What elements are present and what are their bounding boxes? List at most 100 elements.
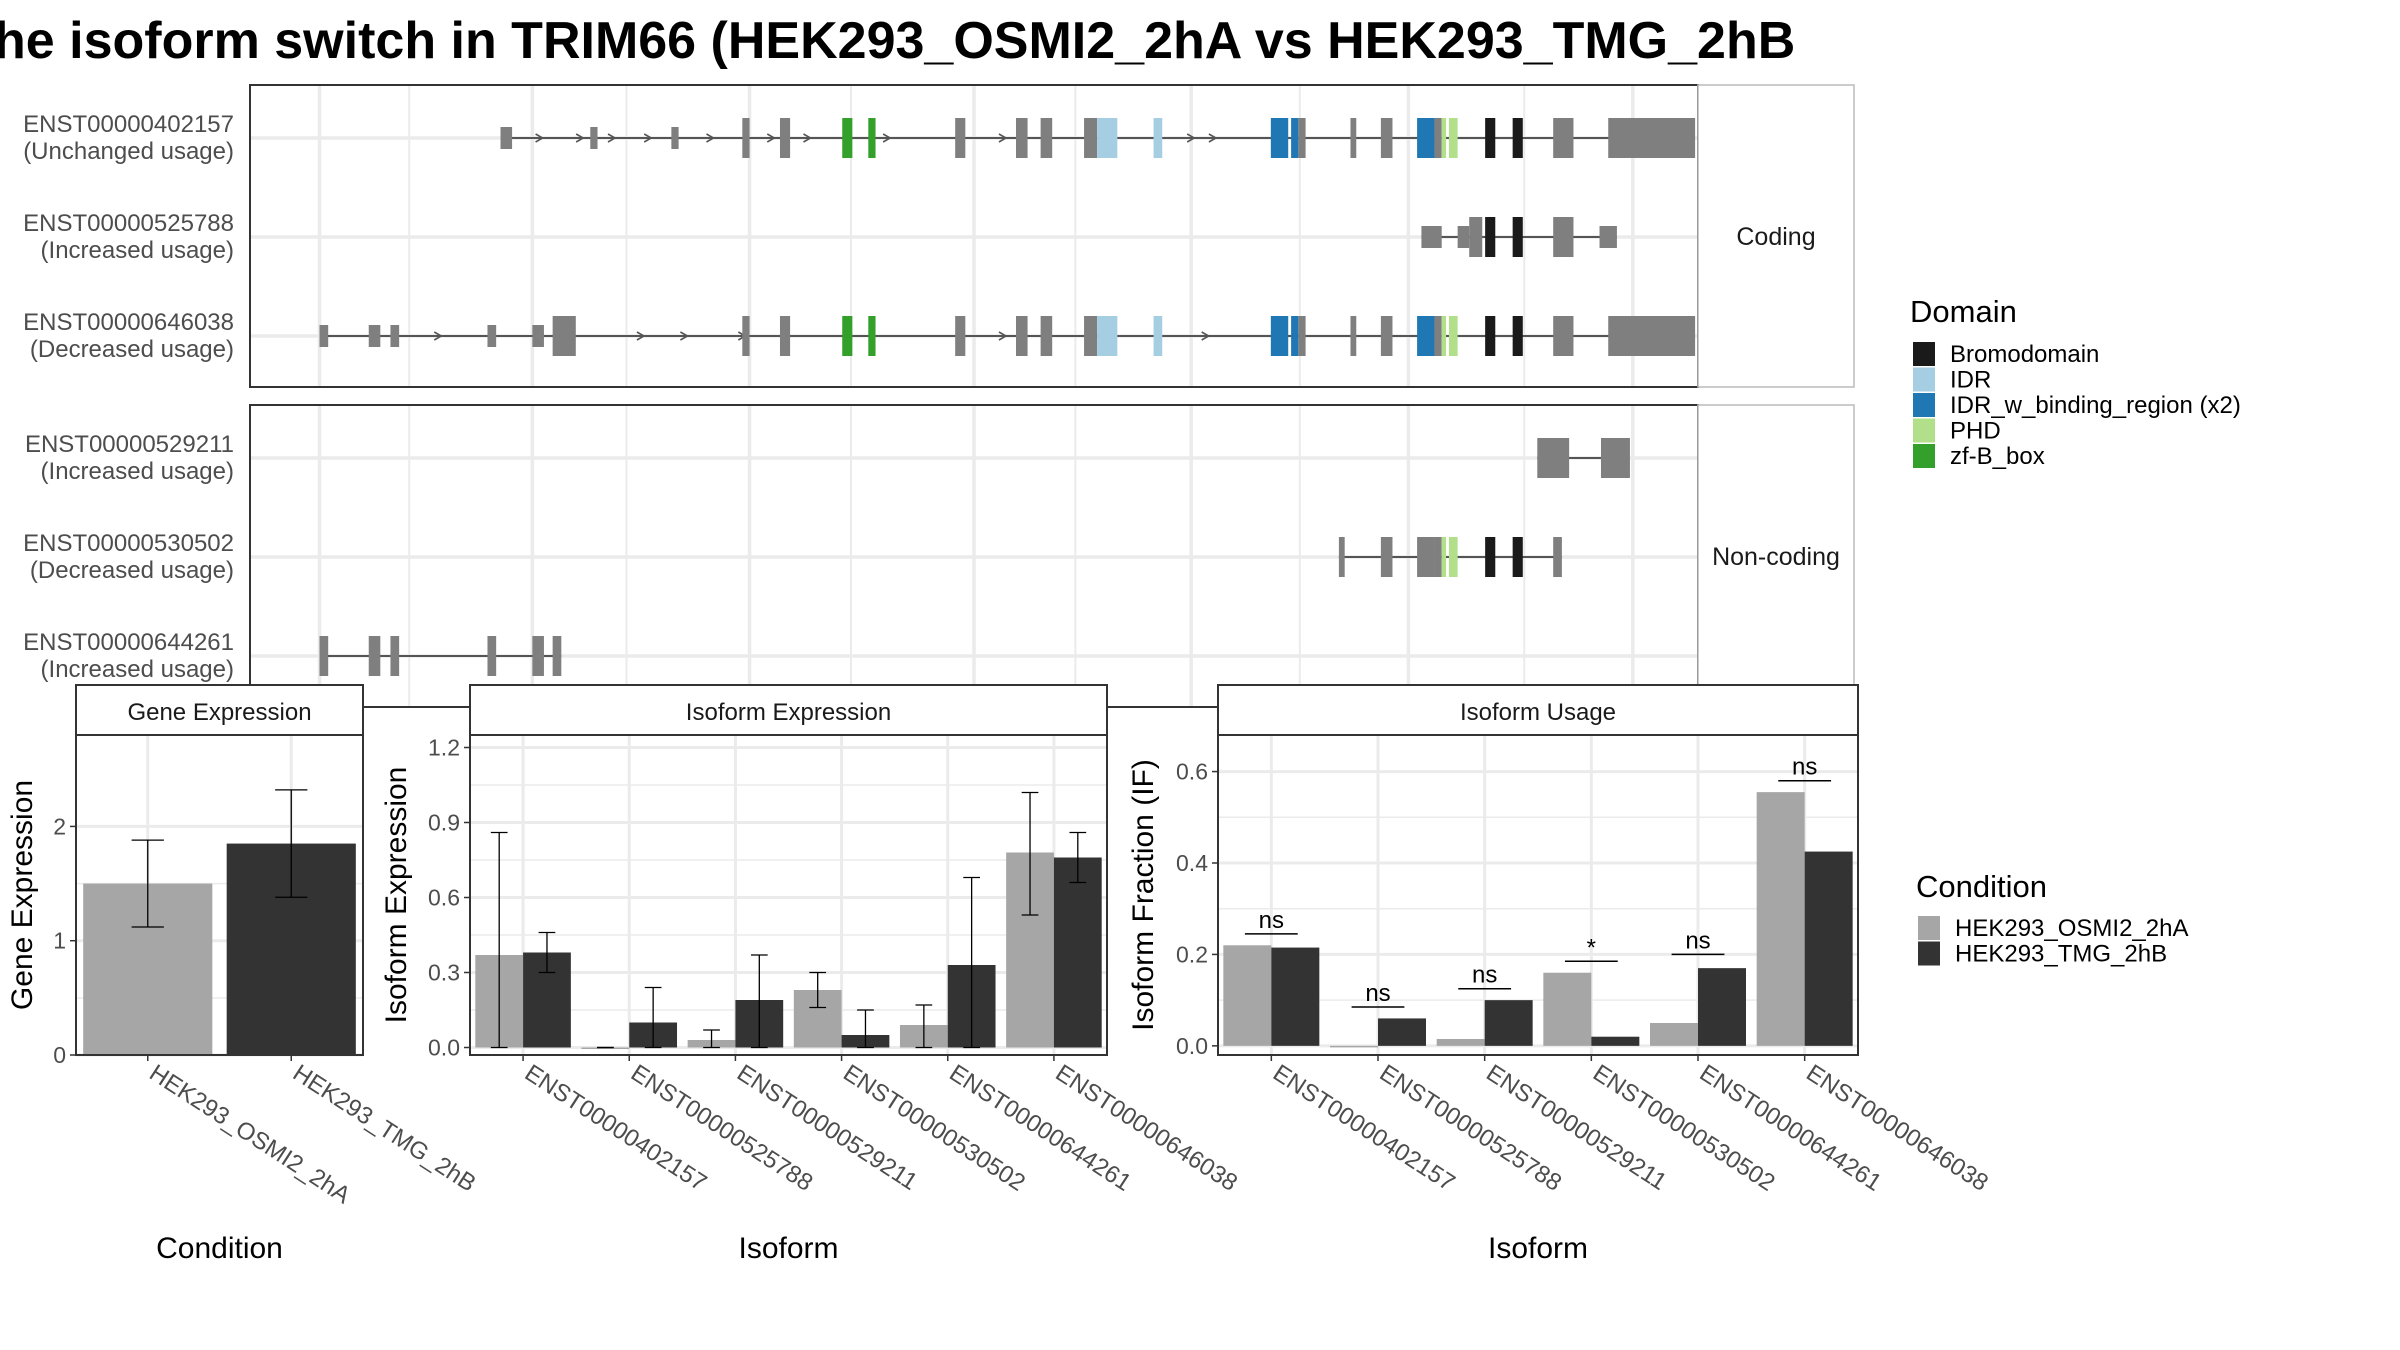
strand-arrow bbox=[882, 133, 892, 143]
condition-legend-swatch bbox=[1918, 941, 1940, 966]
exon bbox=[1097, 118, 1118, 158]
exon bbox=[368, 325, 381, 347]
transcript-usage-label: (Increased usage) bbox=[41, 458, 234, 485]
exon bbox=[1553, 217, 1574, 257]
isoform-expression-chart: Isoform Expression 0.0 0.3 0.6 0.9 1.2 ENST000… bbox=[380, 684, 1243, 1265]
significance-label: * bbox=[1587, 934, 1596, 961]
domain-legend-swatch bbox=[1913, 444, 1935, 468]
domain-legend-swatch bbox=[1913, 418, 1935, 443]
strand-arrow bbox=[998, 331, 1008, 341]
domain-legend-swatch bbox=[1913, 367, 1935, 392]
strand-arrow bbox=[998, 133, 1008, 143]
x-tick-label: ENST00000646038 bbox=[1801, 1059, 1993, 1196]
exon bbox=[1040, 118, 1053, 158]
bar bbox=[1698, 968, 1746, 1046]
exon bbox=[500, 127, 513, 149]
strand-arrow bbox=[575, 133, 585, 143]
strand-arrow bbox=[803, 133, 813, 143]
exon bbox=[742, 316, 750, 356]
exon bbox=[1434, 537, 1442, 577]
exon bbox=[1537, 438, 1570, 478]
bar bbox=[1223, 945, 1272, 1046]
exon bbox=[742, 118, 750, 158]
y-tick-label: 0.6 bbox=[428, 885, 460, 911]
transcript-id-label: ENST00000644261 bbox=[23, 629, 234, 656]
facet-strip-label: Coding bbox=[1736, 223, 1815, 251]
exon bbox=[1600, 438, 1630, 478]
strand-arrow bbox=[636, 331, 646, 341]
exon bbox=[955, 118, 966, 158]
bar bbox=[1650, 1023, 1698, 1046]
exon bbox=[319, 636, 329, 676]
bar bbox=[1484, 1000, 1533, 1046]
y-tick-label: 1.2 bbox=[428, 735, 460, 761]
exon bbox=[590, 127, 598, 149]
exon bbox=[1485, 537, 1496, 577]
condition-legend-label: HEK293_OSMI2_2hA bbox=[1955, 915, 2188, 942]
y-axis-title: Gene Expression bbox=[6, 780, 39, 1010]
bar bbox=[1543, 972, 1592, 1046]
x-tick-label: ENST00000402157 bbox=[1268, 1059, 1460, 1196]
exon bbox=[842, 118, 853, 158]
bar bbox=[1053, 857, 1102, 1048]
exon bbox=[1608, 316, 1696, 356]
chart-title: Isoform Usage bbox=[1460, 699, 1616, 726]
transcript-structure-area: ENST00000402157(Unchanged usage) ENST0000… bbox=[23, 84, 1855, 708]
bar bbox=[1756, 792, 1805, 1046]
exon bbox=[1380, 118, 1393, 158]
exon bbox=[532, 636, 544, 676]
condition-legend-swatch bbox=[1918, 916, 1940, 940]
plot-background bbox=[1218, 735, 1858, 1055]
domain-legend-swatch bbox=[1913, 342, 1935, 366]
exon bbox=[842, 316, 853, 356]
y-tick-label: 0.4 bbox=[1176, 850, 1208, 876]
strand-arrow bbox=[706, 133, 716, 143]
significance-label: ns bbox=[1472, 962, 1497, 989]
domain-legend-title: Domain bbox=[1910, 294, 2017, 329]
exon bbox=[390, 636, 400, 676]
exon bbox=[390, 325, 400, 347]
exon bbox=[368, 636, 381, 676]
strand-arrow bbox=[1201, 331, 1211, 341]
exon bbox=[1298, 118, 1306, 158]
exon bbox=[552, 316, 576, 356]
exon bbox=[671, 127, 679, 149]
exon bbox=[1512, 217, 1523, 257]
chart-strip bbox=[75, 684, 364, 736]
exon bbox=[1270, 316, 1289, 356]
exon bbox=[1417, 316, 1435, 356]
domain-legend-label: zf-B_box bbox=[1950, 443, 2045, 470]
domain-legend-swatch bbox=[1913, 393, 1935, 417]
y-tick-label: 0.6 bbox=[1176, 759, 1208, 785]
x-tick-label: ENST00000646038 bbox=[1051, 1059, 1243, 1196]
exon bbox=[1485, 316, 1496, 356]
domain-legend-label: IDR_w_binding_region (x2) bbox=[1950, 392, 2241, 419]
transcript-panel: ENST00000402157(Unchanged usage) ENST0000… bbox=[23, 84, 1855, 388]
bar bbox=[1378, 1018, 1426, 1046]
exon bbox=[1015, 118, 1028, 158]
exon bbox=[1441, 118, 1447, 158]
exon bbox=[487, 636, 497, 676]
exon bbox=[1599, 226, 1617, 248]
facet-strip bbox=[1697, 84, 1855, 388]
exon bbox=[1350, 316, 1357, 356]
exon bbox=[1291, 118, 1299, 158]
transcript-id-label: ENST00000525788 bbox=[23, 210, 234, 237]
gene-expression-chart: Gene Expression012HEK293_OSMI2_2hAHEK293… bbox=[6, 684, 481, 1265]
exon bbox=[1485, 118, 1496, 158]
exon bbox=[1448, 537, 1458, 577]
exon bbox=[1553, 316, 1574, 356]
exon bbox=[1608, 118, 1696, 158]
exon bbox=[1441, 537, 1447, 577]
exon bbox=[1015, 316, 1028, 356]
significance-label: ns bbox=[1792, 754, 1817, 781]
domain-legend: Domain BromodomainIDRIDR_w_binding_region… bbox=[1910, 294, 2241, 470]
exon bbox=[1553, 537, 1562, 577]
exon bbox=[1084, 118, 1098, 158]
transcript-usage-label: (Unchanged usage) bbox=[23, 138, 234, 165]
figure-title: he isoform switch in TRIM66 (HEK293_OSMI… bbox=[0, 12, 1795, 70]
plot-background bbox=[470, 735, 1107, 1055]
transcript-id-label: ENST00000402157 bbox=[23, 111, 234, 138]
strand-arrow bbox=[1186, 133, 1196, 143]
